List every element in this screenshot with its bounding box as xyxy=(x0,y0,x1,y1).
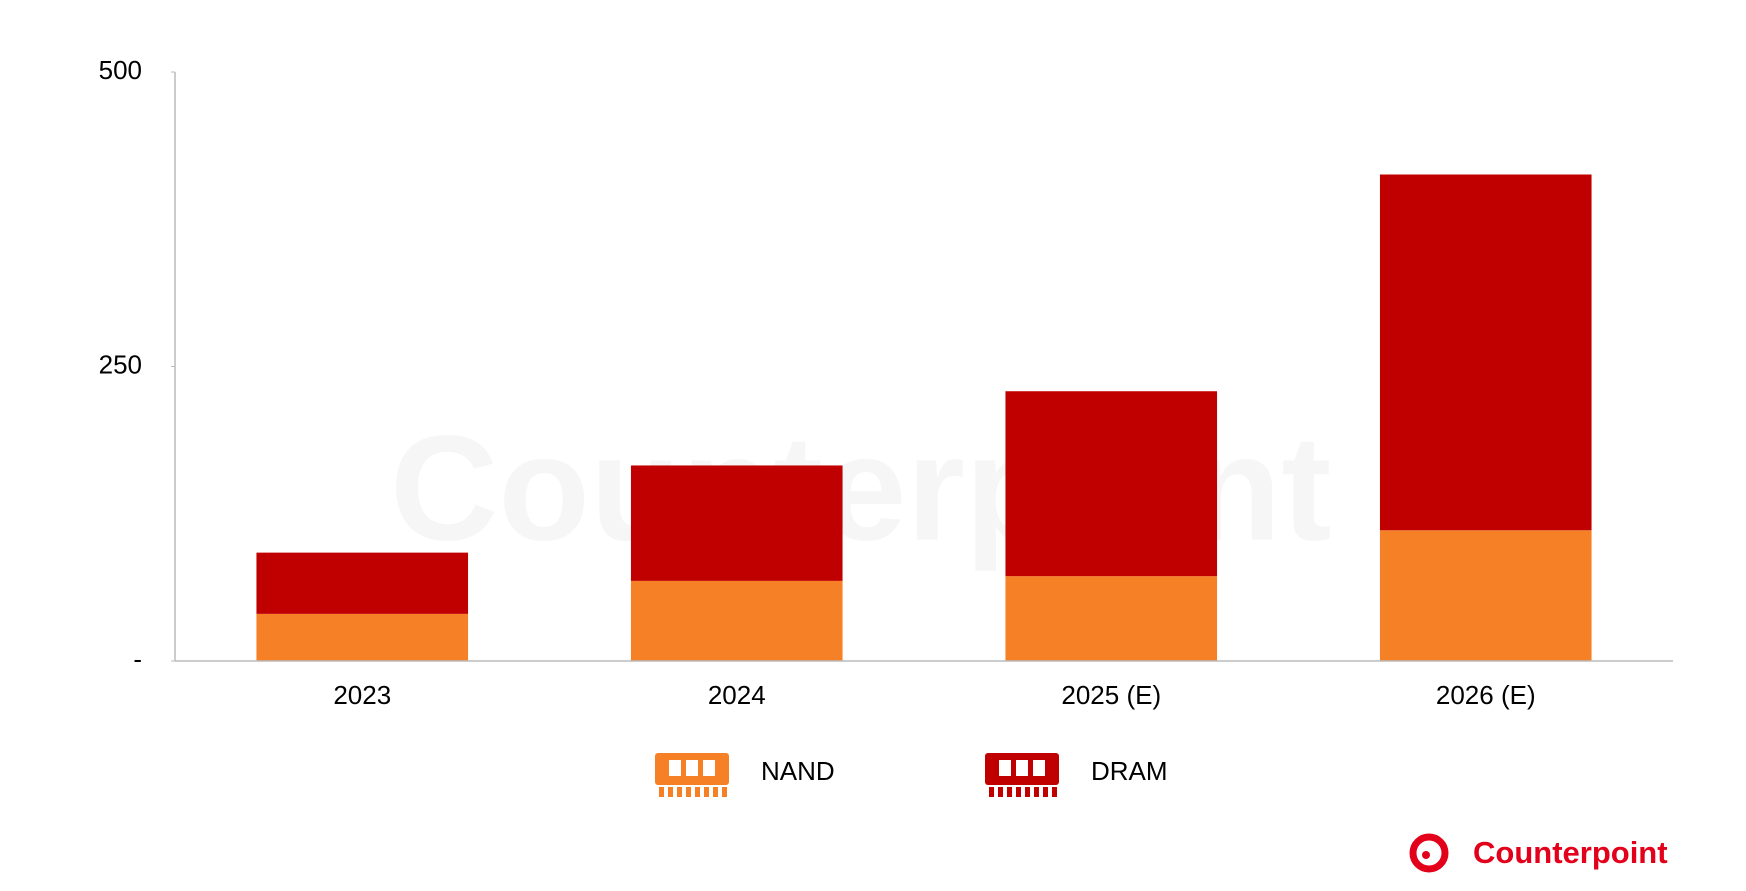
legend-swatch-pin xyxy=(695,787,700,797)
bar-segment xyxy=(630,465,843,581)
bar-segment xyxy=(1379,530,1592,661)
y-tick-label: - xyxy=(133,644,142,674)
bar-segment xyxy=(256,552,469,614)
legend-swatch-pin xyxy=(677,787,682,797)
legend-item: DRAM xyxy=(985,753,1168,797)
bar-segment xyxy=(1379,174,1592,531)
bar-segment xyxy=(630,580,843,661)
legend-swatch-pin xyxy=(1034,787,1039,797)
legend-swatch-pin xyxy=(989,787,994,797)
legend-swatch-cell xyxy=(1033,760,1045,776)
logo-icon xyxy=(1409,833,1449,873)
y-tick-label: 500 xyxy=(99,55,142,85)
logo-dot xyxy=(1422,851,1430,859)
logo-text: Counterpoint xyxy=(1473,835,1668,870)
bar-segment xyxy=(1005,576,1218,661)
legend-swatch-pin xyxy=(722,787,727,797)
legend-swatch-pin xyxy=(1007,787,1012,797)
y-tick-label: 250 xyxy=(99,349,142,379)
legend-swatch-cell xyxy=(703,760,715,776)
brand-logo: Counterpoint xyxy=(1409,833,1668,873)
legend-swatch-cell xyxy=(1016,760,1028,776)
legend-swatch-pin xyxy=(686,787,691,797)
legend-swatch-pin xyxy=(1052,787,1057,797)
legend-swatch-pin xyxy=(1043,787,1048,797)
legend-swatch-cell xyxy=(669,760,681,776)
legend-swatch-pin xyxy=(659,787,664,797)
x-tick-label: 2023 xyxy=(333,680,391,710)
x-tick-label: 2026 (E) xyxy=(1436,680,1536,710)
legend-swatch-pin xyxy=(713,787,718,797)
legend-label: NAND xyxy=(761,756,835,786)
legend-swatch-cell xyxy=(686,760,698,776)
bar-segment xyxy=(256,613,469,661)
legend-swatch-pin xyxy=(1025,787,1030,797)
legend-swatch-cell xyxy=(999,760,1011,776)
bar-segment xyxy=(1005,391,1218,577)
legend-swatch-pin xyxy=(668,787,673,797)
legend-swatch-pin xyxy=(704,787,709,797)
x-tick-label: 2025 (E) xyxy=(1061,680,1161,710)
legend-swatch-pin xyxy=(998,787,1003,797)
x-tick-label: 2024 xyxy=(708,680,766,710)
legend-label: DRAM xyxy=(1091,756,1168,786)
legend-item: NAND xyxy=(655,753,835,797)
legend-swatch-pin xyxy=(1016,787,1021,797)
